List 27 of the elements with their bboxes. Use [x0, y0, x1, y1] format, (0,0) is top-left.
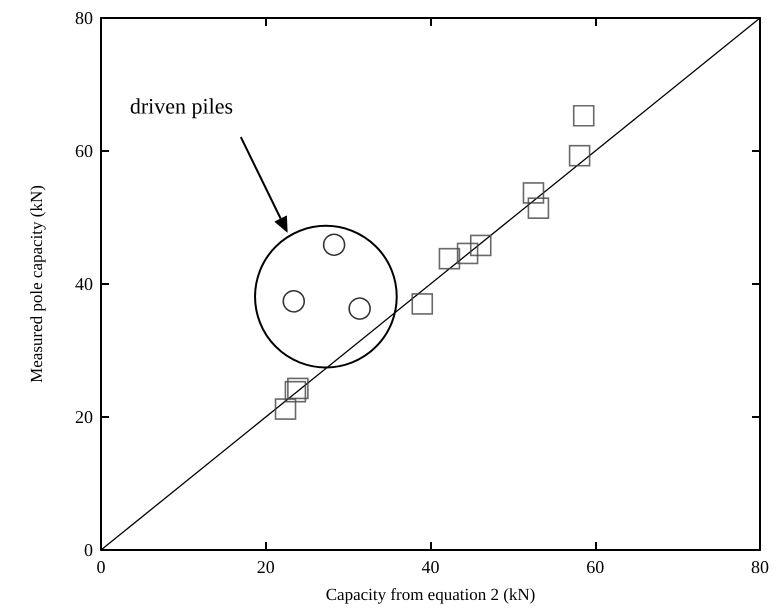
point	[284, 380, 306, 403]
point	[470, 234, 492, 256]
x-axis-title: Capacity from equation 2 (kN)	[326, 585, 536, 604]
point	[274, 398, 296, 420]
point	[282, 290, 306, 313]
point	[411, 293, 434, 315]
point	[287, 378, 309, 400]
y-tick-label: 80	[75, 8, 93, 28]
x-tick-label: 60	[586, 557, 604, 577]
y-axis-title: Measured pole capacity (kN)	[27, 185, 46, 383]
y-tick-label: 0	[84, 540, 93, 560]
annotation: driven piles	[130, 94, 234, 119]
x-tick-label: 0	[96, 557, 106, 577]
point	[522, 182, 544, 204]
point	[572, 104, 595, 127]
y-tick-label: 40	[75, 274, 93, 294]
point	[568, 144, 590, 166]
point	[456, 242, 478, 264]
y-tick-label: 20	[75, 407, 93, 427]
point	[438, 248, 460, 270]
y-tick-label: 60	[75, 141, 93, 161]
point	[322, 233, 346, 256]
x-tick-label: 40	[422, 557, 440, 577]
point	[528, 197, 550, 219]
x-tick-label: 20	[256, 557, 275, 577]
point	[348, 297, 371, 320]
x-tick-label: 80	[751, 557, 769, 577]
